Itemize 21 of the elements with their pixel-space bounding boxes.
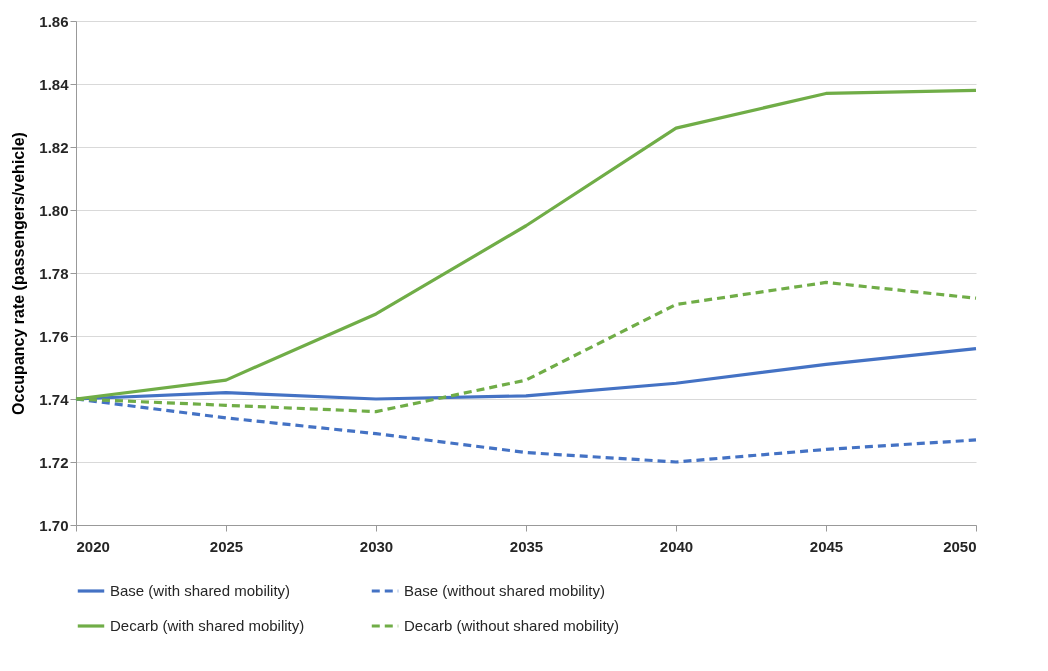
- legend-label: Decarb (without shared mobility): [404, 617, 620, 634]
- y-tick-label: 1.70: [39, 516, 69, 534]
- legend-label: Decarb (with shared mobility): [110, 617, 305, 634]
- y-tick-label: 1.84: [39, 75, 70, 93]
- x-tick-label: 2025: [209, 537, 244, 555]
- y-tick-label: 1.86: [39, 12, 69, 30]
- y-tick-label: 1.72: [39, 453, 69, 471]
- x-tick-label: 2030: [359, 537, 394, 555]
- x-tick-label: 2035: [509, 537, 544, 555]
- y-tick-label: 1.78: [39, 264, 69, 282]
- x-tick-label: 2045: [809, 537, 844, 555]
- y-tick-label: 1.74: [39, 390, 70, 408]
- y-tick-label: 1.80: [39, 201, 69, 219]
- x-tick-label: 2020: [76, 537, 110, 555]
- y-tick-label: 1.82: [39, 138, 69, 156]
- y-axis-title: Occupancy rate (passengers/vehicle): [10, 132, 28, 415]
- y-tick-label: 1.76: [39, 327, 69, 345]
- legend-label: Base (without shared mobility): [404, 582, 605, 599]
- legend-label: Base (with shared mobility): [110, 582, 291, 599]
- x-tick-label: 2050: [943, 537, 977, 555]
- x-tick-label: 2040: [659, 537, 694, 555]
